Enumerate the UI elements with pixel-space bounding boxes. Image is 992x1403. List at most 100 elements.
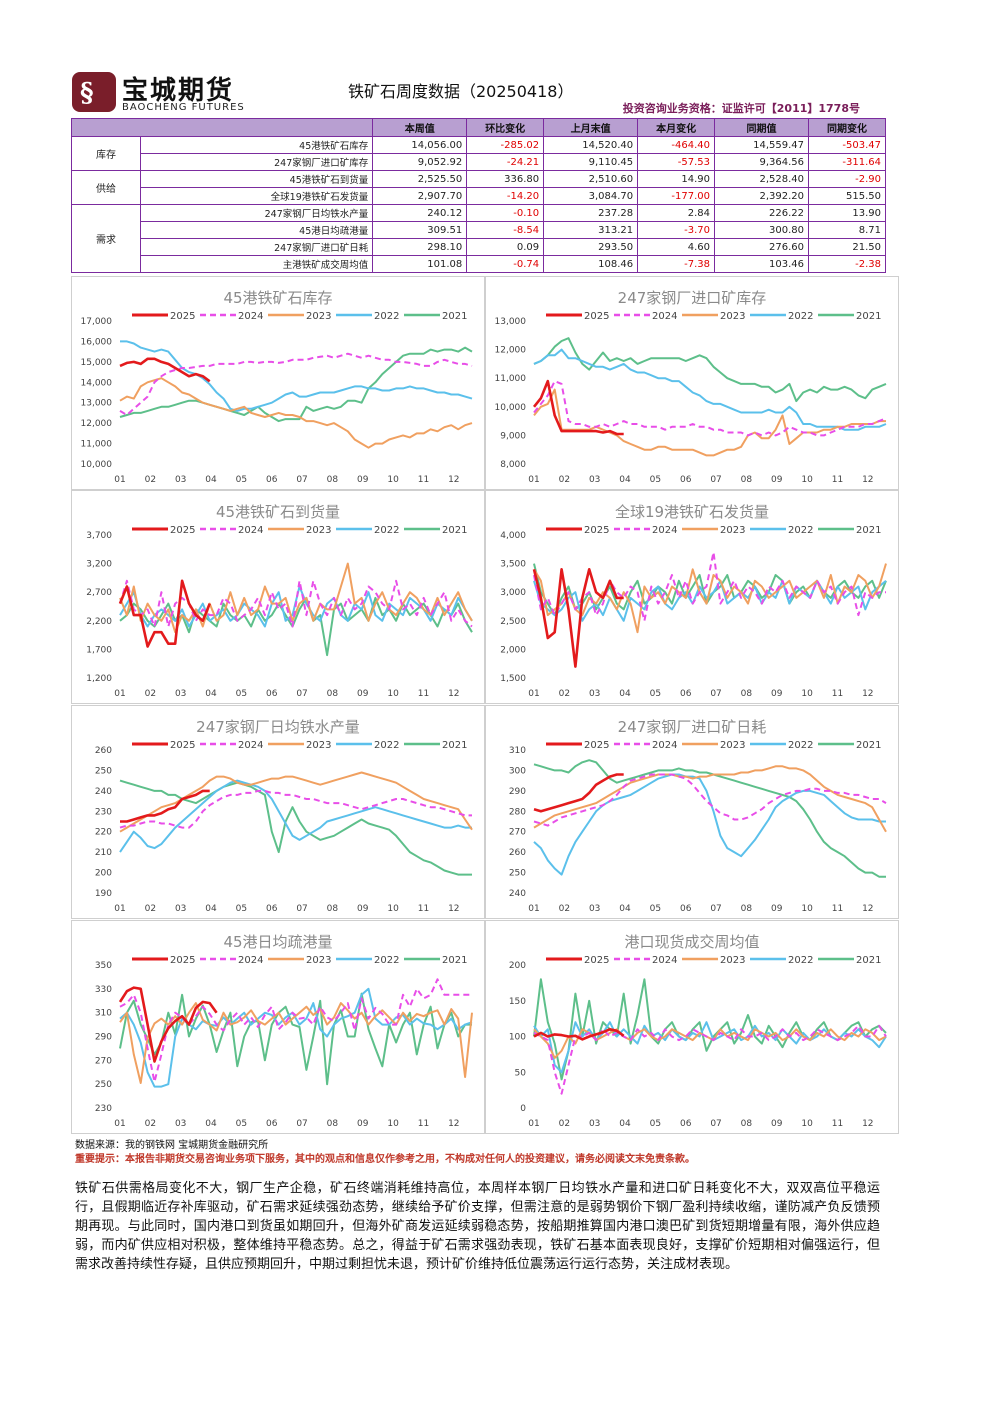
table-cell: 276.60 bbox=[714, 238, 810, 256]
series-line-2025 bbox=[120, 789, 210, 823]
disclaimer-warning: 重要提示：本报告非期货交易咨询业务项下服务，其中的观点和信息仅作参考之用，不构成… bbox=[75, 1154, 695, 1165]
x-tick-label: 04 bbox=[619, 475, 631, 485]
x-tick-label: 12 bbox=[862, 475, 873, 485]
series-line-2023 bbox=[119, 1002, 473, 1084]
table-cell: 14,056.00 bbox=[372, 136, 468, 154]
y-tick-label: 260 bbox=[95, 746, 112, 756]
table-cell: 2,510.60 bbox=[543, 170, 639, 188]
y-tick-label: 15,000 bbox=[81, 358, 113, 368]
chart-19port-shipment: 全球19港铁矿石发货量 2025 2024 2023 2022 2021 1,500 2,00… bbox=[485, 490, 899, 704]
y-tick-label: 2,200 bbox=[86, 617, 112, 627]
data-source: 数据来源：我的钢铁网 宝城期货金融研究所 bbox=[75, 1140, 269, 1151]
x-tick-label: 04 bbox=[205, 689, 217, 699]
logo-cn: 宝城期货 bbox=[122, 76, 235, 106]
series-line-2022 bbox=[119, 779, 472, 853]
series-line-2022 bbox=[533, 348, 887, 431]
y-tick-label: 2,500 bbox=[500, 617, 526, 627]
y-tick-label: 8,000 bbox=[500, 460, 526, 470]
table-cell: 101.08 bbox=[372, 255, 468, 273]
x-tick-label: 10 bbox=[387, 475, 399, 485]
x-tick-label: 07 bbox=[296, 689, 307, 699]
table-cell: 309.51 bbox=[372, 221, 468, 239]
y-tick-label: 11,000 bbox=[81, 440, 113, 450]
x-tick-label: 11 bbox=[832, 904, 843, 914]
legend-label-2025: 2025 bbox=[584, 740, 609, 751]
table-header-cell: 同期值 bbox=[714, 118, 810, 137]
y-tick-label: 16,000 bbox=[81, 337, 113, 347]
legend-label-2021: 2021 bbox=[856, 740, 881, 751]
legend-label-2023: 2023 bbox=[306, 311, 331, 322]
x-tick-label: 06 bbox=[266, 904, 278, 914]
x-tick-label: 06 bbox=[680, 475, 692, 485]
x-tick-label: 04 bbox=[205, 1119, 217, 1129]
series-line-2022 bbox=[533, 1021, 887, 1074]
x-tick-label: 05 bbox=[236, 475, 247, 485]
y-tick-label: 4,000 bbox=[500, 531, 526, 541]
table-cell: -3.70 bbox=[637, 221, 716, 239]
x-tick-label: 02 bbox=[559, 475, 570, 485]
y-tick-label: 220 bbox=[95, 828, 112, 838]
table-cell: 0.09 bbox=[466, 238, 545, 256]
y-tick-label: 280 bbox=[509, 807, 526, 817]
table-row: 全球19港铁矿石发货量 2,907.70 -14.20 3,084.70 -177.00… bbox=[72, 187, 886, 205]
chart-port-spot-volume: 港口现货成交周均值 2025 2024 2023 2022 2021 0 50 100 150 20… bbox=[485, 920, 899, 1134]
chart-247mill-hotmetal: 247家钢厂日均铁水产量 2025 2024 2023 2022 2021 190 200 21… bbox=[71, 705, 485, 919]
table-item-label: 247家钢厂日均铁水产量 bbox=[139, 204, 374, 222]
legend-label-2025: 2025 bbox=[170, 525, 195, 536]
legend-label-2023: 2023 bbox=[720, 740, 745, 751]
x-tick-label: 12 bbox=[448, 689, 459, 699]
chart-title: 港口现货成交周均值 bbox=[624, 933, 759, 951]
table-cell: 21.50 bbox=[808, 238, 886, 256]
x-tick-label: 09 bbox=[771, 904, 783, 914]
table-cell: 300.80 bbox=[714, 221, 810, 239]
legend-label-2024: 2024 bbox=[238, 525, 263, 536]
x-tick-label: 08 bbox=[327, 1119, 339, 1129]
legend-label-2023: 2023 bbox=[306, 525, 331, 536]
y-tick-label: 3,000 bbox=[500, 588, 526, 598]
x-tick-label: 12 bbox=[448, 1119, 459, 1129]
table-cell: -14.20 bbox=[466, 187, 545, 205]
table-row: 主港铁矿成交周均值 101.08 -0.74 108.46 -7.38 103.46 -2.… bbox=[72, 255, 886, 273]
table-header-cell: 本周值 bbox=[372, 118, 468, 137]
table-cell: 108.46 bbox=[543, 255, 639, 273]
series-line-2024 bbox=[533, 1024, 887, 1095]
table-row: 247家钢厂进口矿日耗 298.10 0.09 293.50 4.60 276.60 21.… bbox=[72, 238, 886, 256]
x-tick-label: 06 bbox=[680, 1119, 692, 1129]
x-tick-label: 03 bbox=[175, 1119, 186, 1129]
table-cell: 9,052.92 bbox=[372, 153, 468, 171]
series-line-2024 bbox=[119, 579, 473, 628]
table-cell: -464.40 bbox=[637, 136, 716, 154]
x-tick-label: 02 bbox=[145, 689, 156, 699]
x-tick-label: 10 bbox=[801, 689, 813, 699]
table-cell: -0.74 bbox=[466, 255, 545, 273]
series-line-2022 bbox=[120, 340, 473, 412]
y-tick-label: 270 bbox=[95, 1056, 112, 1066]
y-tick-label: 250 bbox=[509, 869, 526, 879]
table-cell: 2,392.20 bbox=[714, 187, 810, 205]
legend-label-2024: 2024 bbox=[238, 311, 263, 322]
legend-label-2021: 2021 bbox=[856, 525, 881, 536]
y-tick-label: 230 bbox=[95, 807, 112, 817]
x-tick-label: 09 bbox=[357, 1119, 369, 1129]
x-tick-label: 12 bbox=[862, 689, 873, 699]
x-tick-label: 09 bbox=[357, 475, 369, 485]
x-tick-label: 11 bbox=[418, 475, 429, 485]
legend-label-2025: 2025 bbox=[584, 525, 609, 536]
legend-label-2024: 2024 bbox=[652, 525, 677, 536]
y-tick-label: 1,700 bbox=[86, 645, 112, 655]
legend-label-2021: 2021 bbox=[856, 955, 881, 966]
x-tick-label: 06 bbox=[680, 904, 692, 914]
x-tick-label: 01 bbox=[528, 904, 539, 914]
y-tick-label: 240 bbox=[509, 889, 526, 899]
y-tick-label: 1,200 bbox=[86, 674, 112, 684]
x-tick-label: 09 bbox=[771, 1119, 783, 1129]
table-cell: -177.00 bbox=[637, 187, 716, 205]
series-line-2025 bbox=[118, 986, 218, 1063]
chart-title: 247家钢厂进口矿库存 bbox=[618, 289, 767, 307]
x-tick-label: 03 bbox=[175, 689, 186, 699]
table-cell: 9,110.45 bbox=[543, 153, 639, 171]
table-cell: 2,528.40 bbox=[714, 170, 810, 188]
x-tick-label: 02 bbox=[145, 1119, 156, 1129]
table-cell: 336.80 bbox=[466, 170, 545, 188]
y-tick-label: 11,000 bbox=[495, 374, 527, 384]
